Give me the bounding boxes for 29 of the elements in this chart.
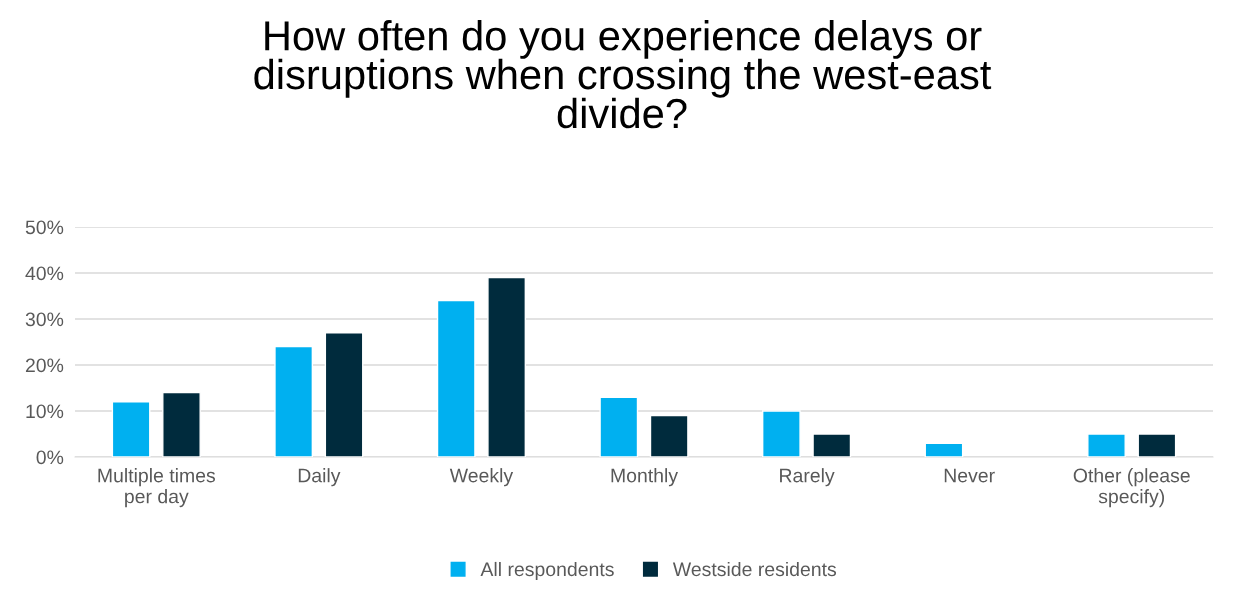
bar bbox=[649, 414, 689, 457]
x-tick-label: Daily bbox=[298, 468, 341, 487]
bar bbox=[111, 401, 151, 457]
bar bbox=[1137, 433, 1177, 457]
legend-label: Westside residents bbox=[672, 561, 837, 577]
chart-title: How often do you experience delays or disruptions when crossing the west-east divide? bbox=[254, 20, 992, 129]
bar bbox=[812, 433, 852, 457]
bar bbox=[924, 442, 964, 457]
x-tick-label: Never bbox=[944, 468, 995, 483]
y-tick-label: 40% bbox=[25, 266, 64, 281]
legend-label: All respondents bbox=[480, 561, 614, 581]
x-tick-label: Other (please specify) bbox=[1073, 468, 1190, 508]
y-tick-label: 10% bbox=[26, 404, 64, 419]
x-tick-label: Rarely bbox=[780, 468, 835, 487]
y-tick-label: 30% bbox=[25, 312, 64, 327]
bar bbox=[324, 332, 364, 457]
bar bbox=[436, 299, 476, 457]
bar bbox=[761, 410, 801, 457]
y-tick-label: 0% bbox=[36, 450, 64, 465]
bar bbox=[599, 396, 639, 457]
x-tick-label: Weekly bbox=[449, 468, 514, 487]
x-tick-label: Monthly bbox=[611, 468, 679, 487]
y-tick-label: 50% bbox=[25, 220, 64, 235]
x-tick-label: Multiple times per day bbox=[98, 468, 216, 508]
bar bbox=[274, 345, 314, 457]
bar bbox=[487, 276, 527, 457]
y-tick-label: 20% bbox=[25, 358, 64, 373]
bar bbox=[1087, 433, 1126, 457]
bar bbox=[162, 391, 201, 457]
